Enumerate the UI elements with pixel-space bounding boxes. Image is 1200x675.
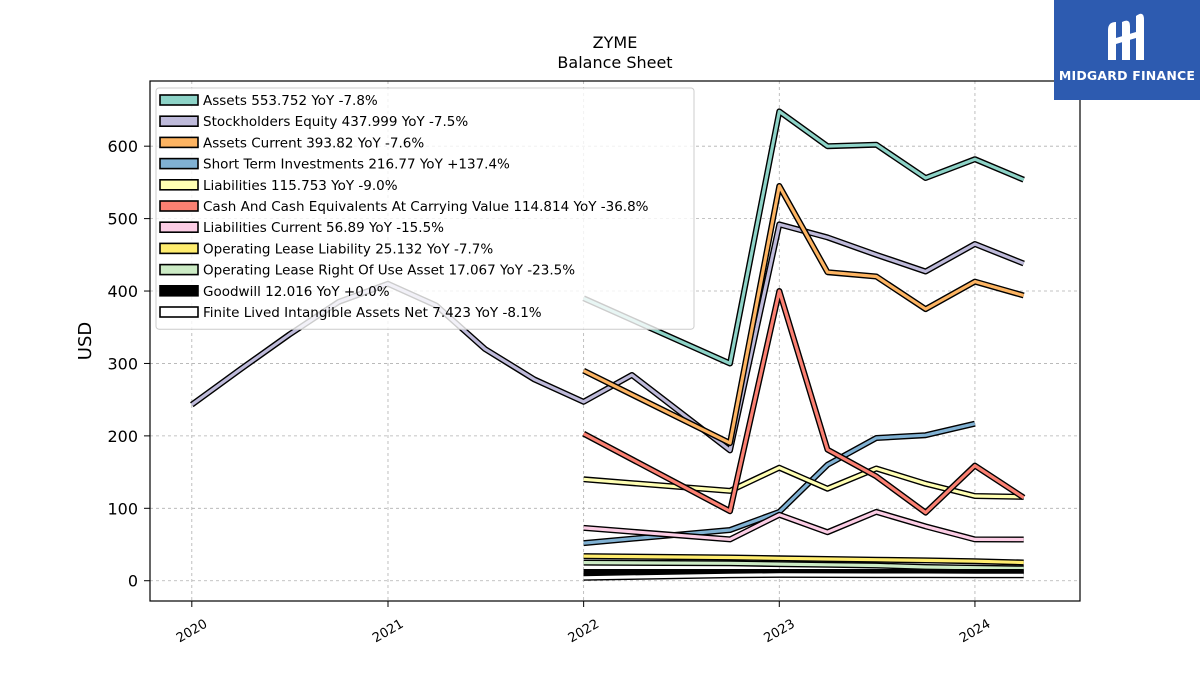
legend-entry: Short Term Investments 216.77 YoY +137.4… xyxy=(203,157,510,173)
legend-entry: Operating Lease Liability 25.132 YoY -7.… xyxy=(203,241,493,257)
series-line-operating-lease-right-of-use-asset xyxy=(583,559,1024,572)
legend-box xyxy=(155,87,695,330)
legend-entry: Finite Lived Intangible Assets Net 7.423… xyxy=(203,305,542,321)
series-line-operating-lease-liability xyxy=(583,553,1024,566)
legend-entry: Assets 553.752 YoY -7.8% xyxy=(203,93,378,109)
y-tick-label: 600 xyxy=(107,137,138,156)
plot-frame xyxy=(149,80,1081,602)
legend-entry: Goodwill 12.016 YoY +0.0% xyxy=(203,284,390,300)
x-tick-label: 2024 xyxy=(957,617,993,647)
y-tick-label: 400 xyxy=(107,282,138,301)
legend-entry: Cash And Cash Equivalents At Carrying Va… xyxy=(203,199,649,215)
legend-swatch xyxy=(159,221,199,233)
chart-title: ZYME xyxy=(593,33,638,52)
legend-swatch xyxy=(159,136,199,149)
legend-swatch xyxy=(159,179,199,191)
y-tick-label: 300 xyxy=(107,354,138,373)
y-axis-label: USD xyxy=(75,322,96,360)
series-line-assets xyxy=(582,108,1025,367)
series-line-assets-current xyxy=(582,183,1025,447)
legend-entry: Liabilities Current 56.89 YoY -15.5% xyxy=(203,220,444,236)
midgard-logo-icon xyxy=(1108,13,1144,60)
y-tick-label: 200 xyxy=(107,427,138,446)
legend: Assets 553.752 YoY -7.8% Stockholders Equ… xyxy=(155,87,695,330)
legend-swatch xyxy=(159,242,199,255)
y-tick-label: 0 xyxy=(128,572,138,591)
legend-swatch xyxy=(159,94,199,106)
y-tick-label: 500 xyxy=(107,210,138,229)
series-lines xyxy=(190,108,1026,581)
series-line-short-term-investments xyxy=(583,420,976,547)
x-tick-label: 2022 xyxy=(566,617,602,647)
series-line-liabilities-current xyxy=(583,508,1024,543)
series-line-finite-lived-intangible-assets-net xyxy=(583,571,1024,581)
legend-entry: Assets Current 393.82 YoY -7.6% xyxy=(203,135,424,151)
brand-name: MIDGARD FINANCE xyxy=(1058,68,1196,83)
legend-entry: Liabilities 115.753 YoY -9.0% xyxy=(203,178,398,194)
brand-logo: MIDGARD FINANCE xyxy=(1054,0,1200,100)
x-tick-label: 2023 xyxy=(761,617,797,647)
x-tick-label: 2021 xyxy=(370,617,406,647)
legend-swatch xyxy=(159,284,199,297)
legend-swatch xyxy=(159,200,199,212)
y-tick-label: 100 xyxy=(107,499,138,518)
legend-swatch xyxy=(159,306,199,318)
chart-subtitle: Balance Sheet xyxy=(557,53,672,72)
legend-swatch xyxy=(159,157,199,170)
series-line-cash-and-cash-equivalents-at-carrying-value xyxy=(582,288,1026,516)
x-tick-label: 2020 xyxy=(174,617,210,647)
legend-swatch xyxy=(159,263,199,276)
legend-swatch xyxy=(159,115,199,127)
legend-entry: Stockholders Equity 437.999 YoY -7.5% xyxy=(203,114,468,130)
legend-entry: Operating Lease Right Of Use Asset 17.06… xyxy=(203,263,575,279)
